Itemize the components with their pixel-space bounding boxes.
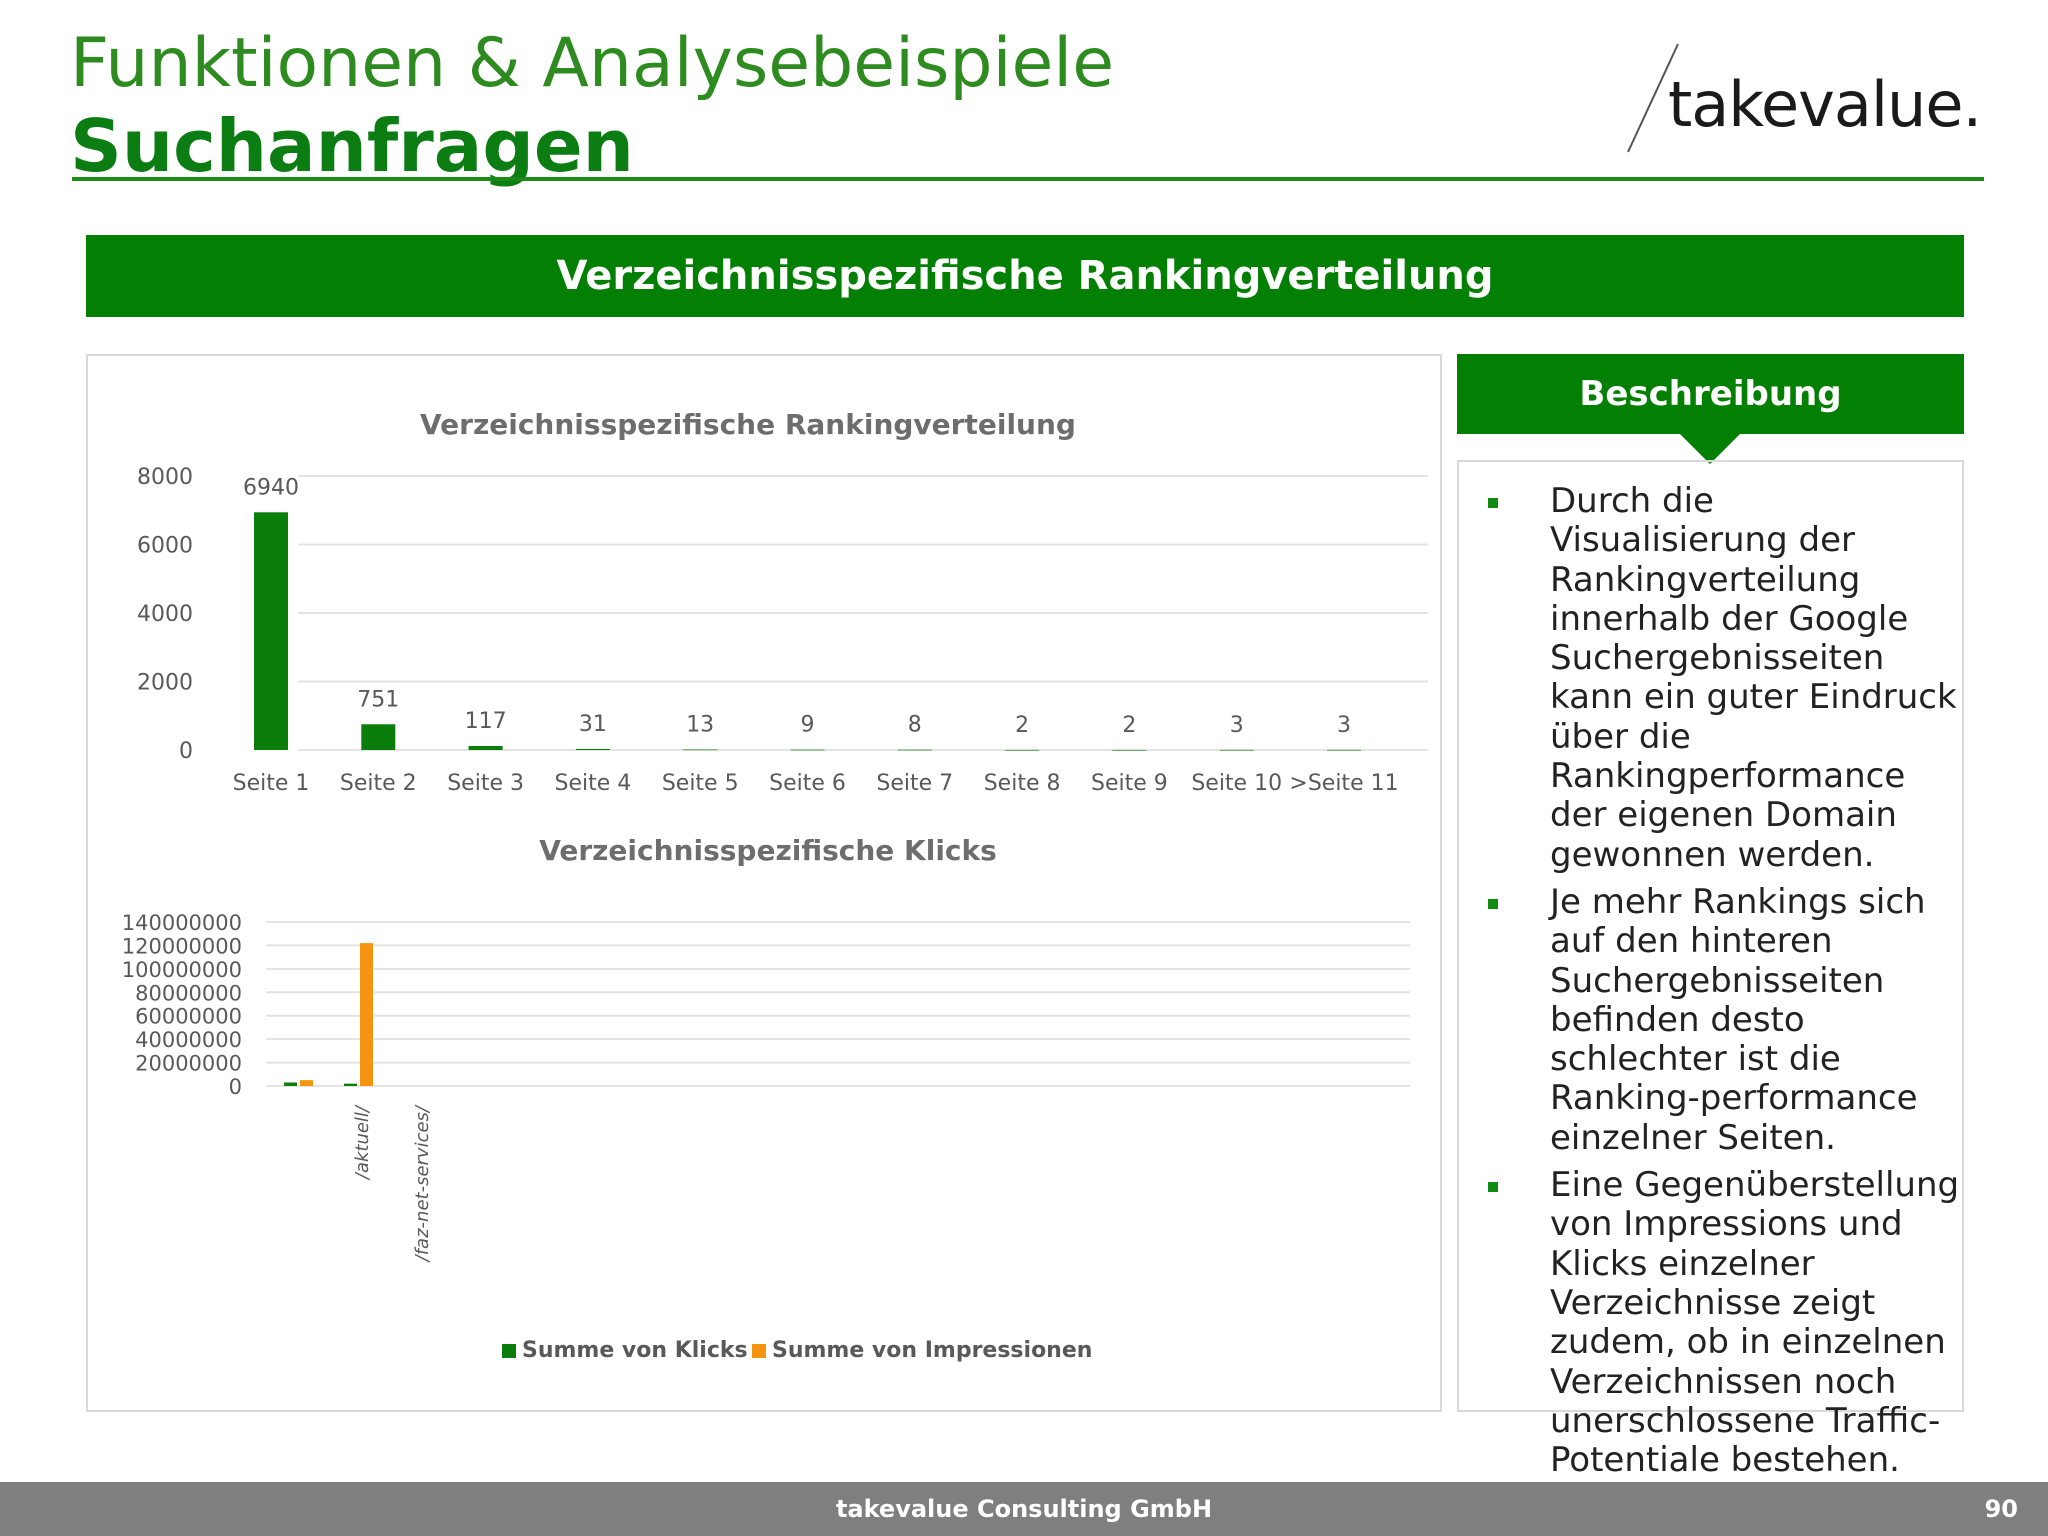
data-label: 9 [801,713,815,738]
page-subtitle: Suchanfragen [70,104,634,188]
y-tick-label: 4000 [137,602,193,627]
ranking-chart: Verzeichnisspezifische Rankingverteilung… [137,408,1428,796]
page-number: 90 [1984,1495,2018,1523]
y-tick-label: 0 [229,1075,242,1099]
description-box [1457,460,1964,1412]
chart-title: Verzeichnisspezifische Klicks [539,834,997,867]
footer-company: takevalue Consulting GmbH [835,1495,1213,1523]
y-tick-label: 60000000 [135,1005,242,1029]
bar [575,748,610,750]
data-label: 2 [1122,713,1136,738]
x-tick-label: Seite 9 [1091,771,1168,796]
clicks-chart: Verzeichnisspezifische Klicks 02000000040… [122,834,1410,1263]
data-label: 3 [1337,713,1351,738]
y-tick-label: 80000000 [135,981,242,1005]
legend-label: Summe von Klicks [522,1338,748,1363]
clicks-chart-legend: Summe von Klicks Summe von Impressionen [502,1338,1092,1363]
y-tick-label: 8000 [137,465,193,490]
x-tick-label: Seite 8 [984,771,1061,796]
bar [897,749,932,751]
y-tick-label: 0 [179,739,193,764]
legend-swatch [752,1344,766,1358]
bar [1219,749,1254,751]
data-label: 31 [579,712,607,737]
bullet-square-icon [1488,898,1498,909]
bar [344,1083,357,1086]
legend-swatch [502,1344,516,1358]
x-tick-label: Seite 4 [555,771,632,796]
bar [1327,749,1361,751]
chart-panel: Verzeichnisspezifische Rankingverteilung… [86,354,1442,1412]
description-arrow-icon [1678,432,1742,464]
bar [254,512,288,750]
x-tick-label: Seite 6 [769,771,846,796]
x-tick-label: Seite 5 [662,771,739,796]
legend-label: Summe von Impressionen [772,1338,1092,1363]
y-tick-label: 100000000 [122,958,242,982]
y-tick-label: 140000000 [122,911,242,935]
x-tick-label: >Seite 11 [1289,771,1398,796]
data-label: 8 [908,713,922,738]
y-tick-label: 6000 [137,534,193,559]
bar [1112,749,1147,751]
title-divider [72,177,1984,181]
footer: takevalue Consulting GmbH 90 [0,1482,2048,1536]
x-tick-label: Seite 7 [876,771,953,796]
y-tick-label: 2000 [137,671,193,696]
bar [284,1082,297,1086]
bar [468,745,503,750]
x-tick-label: Seite 2 [340,771,417,796]
data-label: 13 [686,713,714,738]
x-tick-label: Seite 1 [233,771,310,796]
bar [1005,749,1040,751]
bullet-square-icon [1488,1182,1498,1193]
y-tick-label: 40000000 [135,1028,242,1052]
logo-text: takevalue. [1668,68,1982,141]
chart-title: Verzeichnisspezifische Rankingverteilung [420,408,1076,441]
data-label: 2 [1015,713,1029,738]
x-tick-label: Seite 10 [1191,771,1282,796]
bar [300,1080,313,1086]
description-bullet: Eine Gegenüberstellung von Impressions u… [1480,1165,1960,1480]
logo-slash-icon [1627,43,1679,153]
charts-svg: Verzeichnisspezifische Rankingverteilung… [122,408,1428,1363]
description-bullet: Durch die Visualisierung der Rankingvert… [1480,481,1960,875]
bar [361,724,396,750]
bar [790,749,825,751]
x-tick-label: /aktuell/ [352,1104,373,1181]
bullet-square-icon [1488,498,1498,508]
data-label: 117 [465,709,507,734]
data-label: 6940 [243,475,299,500]
description-heading: Beschreibung [1457,354,1964,434]
x-tick-label: Seite 3 [447,771,524,796]
data-label: 751 [357,687,399,712]
page-title: Funktionen & Analysebeispiele [70,24,1115,103]
x-tick-label: /faz-net-services/ [412,1104,433,1263]
bar [360,943,373,1086]
y-tick-label: 20000000 [135,1052,242,1076]
takevalue-logo: takevalue. [1620,40,2000,160]
bar [683,749,718,751]
description-list: Durch die Visualisierung der Rankingvert… [1480,481,1960,1488]
description-bullet: Je mehr Rankings sich auf den hinteren S… [1480,882,1960,1158]
y-tick-label: 120000000 [122,934,242,958]
section-banner: Verzeichnisspezifische Rankingverteilung [86,235,1964,317]
data-label: 3 [1230,713,1244,738]
